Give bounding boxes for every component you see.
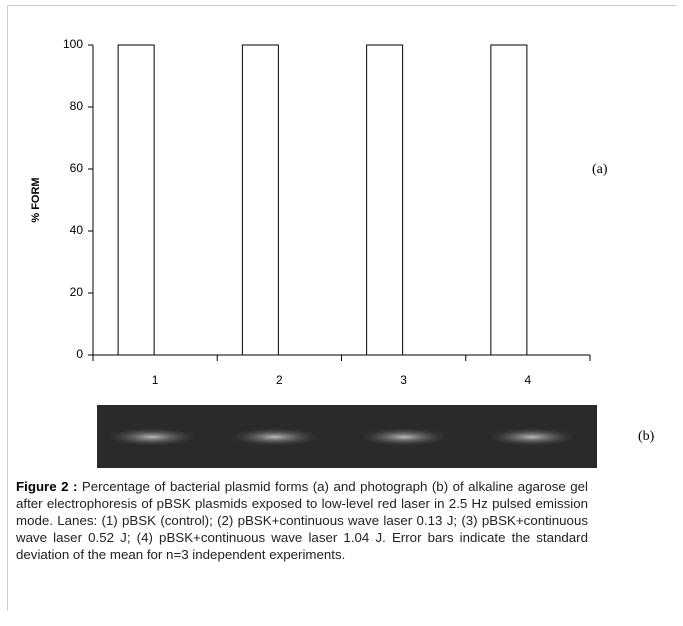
y-tick-label: 0 bbox=[76, 347, 83, 361]
page: {"chart_data": {"type": "bar", "ylabel":… bbox=[0, 0, 683, 626]
y-tick-label: 80 bbox=[70, 99, 84, 113]
y-tick-label: 60 bbox=[70, 161, 84, 175]
x-tick-label: 1 bbox=[152, 373, 159, 387]
y-axis-label: % FORM bbox=[30, 177, 42, 222]
caption-label: Figure 2 : bbox=[16, 479, 77, 494]
x-tick-label: 3 bbox=[400, 373, 407, 387]
y-tick-label: 40 bbox=[70, 223, 84, 237]
x-tick-label: 2 bbox=[276, 373, 283, 387]
annotation: (a) bbox=[592, 162, 608, 177]
bar bbox=[367, 45, 403, 355]
annotation: (b) bbox=[638, 429, 655, 444]
bar bbox=[242, 45, 278, 355]
bar bbox=[118, 45, 154, 355]
caption-text: Percentage of bacterial plasmid forms (a… bbox=[16, 479, 588, 562]
bar bbox=[491, 45, 527, 355]
y-tick-label: 100 bbox=[63, 37, 83, 51]
y-tick-label: 20 bbox=[70, 285, 84, 299]
x-tick-label: 4 bbox=[525, 373, 532, 387]
caption: Figure 2 : Percentage of bacterial plasm… bbox=[16, 478, 588, 563]
